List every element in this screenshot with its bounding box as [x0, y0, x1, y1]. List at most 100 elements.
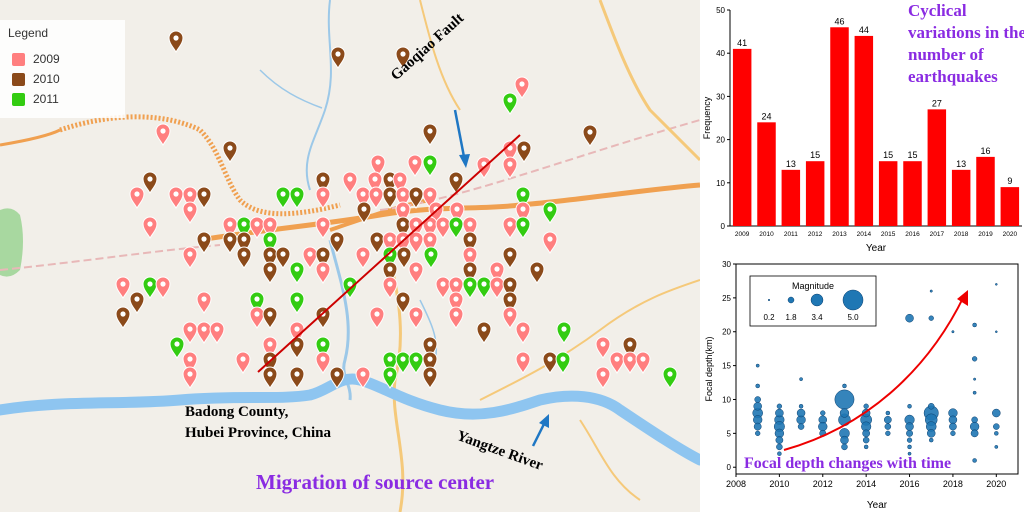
pin-center	[507, 161, 513, 167]
pin-center	[494, 281, 500, 287]
pin-center	[187, 371, 193, 377]
pin-center	[201, 236, 207, 242]
pin-center	[227, 236, 233, 242]
pin-center	[507, 281, 513, 287]
pin-center	[320, 356, 326, 362]
pin-center	[241, 221, 247, 227]
bar-chart-title: Cyclical variations in the number of earthq…	[908, 1, 1024, 86]
pin-center	[428, 251, 434, 257]
quake-point	[777, 451, 782, 456]
earthquake-pin	[355, 246, 371, 269]
earthquake-pin	[408, 231, 424, 254]
legend-label: 2011	[33, 92, 59, 106]
earthquake-pin	[182, 351, 198, 374]
pin-center	[173, 35, 179, 41]
pin-center	[400, 191, 406, 197]
pin-center	[521, 145, 527, 151]
earthquake-pin	[448, 216, 464, 239]
quake-point	[928, 437, 934, 443]
pin-center	[467, 266, 473, 272]
y-tick-label: 50	[716, 6, 725, 15]
chart-title-line: number of	[908, 45, 984, 64]
earthquake-pin	[262, 306, 278, 329]
quake-point	[972, 458, 977, 463]
pin-center	[387, 266, 393, 272]
pin-center	[427, 356, 433, 362]
focal-depth-scatter-chart: 0 5 10 15 20 25 30 2008 2010 2012 2014 2016 2018 2020…	[700, 256, 1024, 512]
earthquake-pin	[129, 291, 145, 314]
earthquake-pin	[355, 186, 371, 209]
earthquake-pin	[662, 366, 678, 389]
pin-center	[361, 206, 367, 212]
chart-title-line: Cyclical	[908, 1, 967, 20]
road	[479, 279, 700, 401]
quake-point	[906, 437, 913, 443]
earthquake-pin	[595, 366, 611, 389]
magnitude-legend: Magnitude 0.2 1.8 3.4 5.0	[749, 275, 877, 327]
bar-chart-bars: 41 24 13 15 46 44 15 15 27 13 16 9	[732, 16, 1020, 227]
pin-center	[600, 371, 606, 377]
earthquake-pin	[142, 216, 158, 239]
earthquake-pin	[462, 231, 478, 254]
earthquake-pin	[368, 186, 384, 209]
x-tick-label: 2020	[1003, 231, 1018, 238]
quake-point	[971, 356, 978, 362]
bar-chart-svg: 0 10 20 30 40 50 Frequency Year 2009 2010 2011 2012…	[702, 1, 1024, 254]
pin-center	[467, 236, 473, 242]
quake-point	[992, 408, 1001, 418]
quake-point	[776, 403, 783, 409]
pin-center	[413, 266, 419, 272]
earthquake-pin	[448, 276, 464, 299]
quake-point	[799, 377, 803, 382]
pin-center	[453, 221, 459, 227]
pin-center	[134, 191, 140, 197]
y-axis-label: Focal depth(km)	[704, 336, 714, 401]
pin-center	[187, 356, 193, 362]
earthquake-pin	[355, 366, 371, 389]
quake-point	[755, 363, 760, 368]
pin-center	[241, 236, 247, 242]
earthquake-pin	[129, 186, 145, 209]
quake-point	[972, 322, 977, 328]
earthquake-pin	[423, 246, 439, 269]
pin-center	[375, 159, 381, 165]
trend-arrow	[783, 290, 968, 451]
bar	[757, 122, 776, 226]
x-tick-label: 2008	[726, 479, 746, 489]
highway	[59, 114, 341, 217]
pin-center	[267, 311, 273, 317]
bar-value-label: 9	[1007, 176, 1012, 186]
pin-center	[453, 311, 459, 317]
pin-center	[254, 296, 260, 302]
legend-marker	[767, 298, 771, 302]
quake-point	[905, 422, 914, 431]
earthquake-pin	[514, 76, 530, 99]
pin-center	[627, 341, 633, 347]
pin-center	[427, 341, 433, 347]
pin-center	[507, 296, 513, 302]
quake-point	[995, 330, 998, 333]
county-label-line2: Hubei Province, China	[185, 425, 331, 441]
y-tick-label: 20	[716, 136, 725, 145]
earthquake-pin	[515, 321, 531, 344]
pin-center	[413, 221, 419, 227]
pin-center	[294, 191, 300, 197]
x-tick-label: 2013	[832, 231, 847, 238]
scatter-title: Focal depth changes with time	[744, 455, 951, 472]
chart-title: Focal depth changes with time	[744, 455, 951, 472]
earthquake-pin	[289, 261, 305, 284]
x-tick-label: 2016	[905, 231, 920, 238]
earthquake-pin	[462, 276, 478, 299]
earthquake-pin	[422, 231, 438, 254]
earthquake-pin	[422, 336, 438, 359]
x-tick-label: 2016	[900, 479, 920, 489]
quake-point	[950, 430, 956, 437]
pin-center	[401, 251, 407, 257]
bar-value-label: 27	[932, 98, 942, 108]
earthquake-pin	[556, 321, 572, 344]
earthquake-pin	[516, 140, 532, 163]
y-tick-label: 30	[716, 92, 725, 101]
pin-center	[294, 371, 300, 377]
road	[419, 0, 461, 111]
quake-point	[863, 444, 869, 450]
